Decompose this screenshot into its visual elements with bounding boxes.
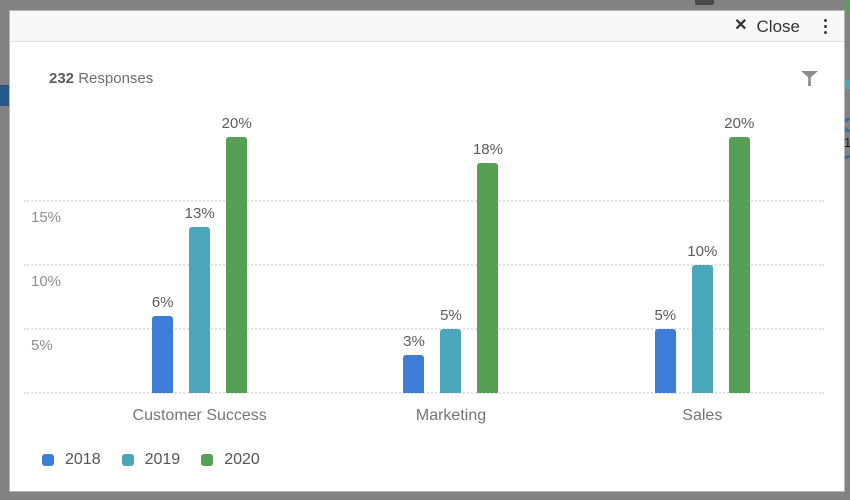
- close-icon: ✕: [734, 17, 748, 34]
- chart-legend: 2018 2019 2020: [42, 451, 260, 469]
- close-button[interactable]: ✕ Close: [734, 18, 800, 35]
- bar-value-label: 13%: [184, 205, 215, 222]
- responses-count: 232: [49, 70, 75, 87]
- responses-label: Responses: [78, 70, 154, 87]
- bar-value-label: 6%: [151, 294, 174, 311]
- bar-value-label: 5%: [654, 307, 677, 324]
- modal-header: ✕ Close: [10, 11, 844, 42]
- legend-swatch-2018: [42, 454, 54, 466]
- bar-value-label: 20%: [724, 115, 755, 132]
- y-axis-tick-label: 10%: [31, 273, 62, 290]
- bar-groups: 6% 13% 20% 3% 5% 18% 5% 10% 20%: [74, 11, 828, 393]
- bar-value-label: 18%: [472, 141, 503, 158]
- x-axis-label-customer-success: Customer Success: [132, 407, 267, 424]
- bar-2019-customer-success[interactable]: 13%: [185, 205, 215, 393]
- legend-swatch-2020: [201, 454, 214, 466]
- bar-2018-marketing[interactable]: 3%: [403, 333, 425, 393]
- background-artifact-digit: 1: [844, 135, 850, 150]
- gridline: [24, 392, 824, 394]
- bar-chart: 5% 10% 15% 6% 13% 20% 3% 5% 18% 5% 10% 20% Customer …: [10, 11, 844, 491]
- legend-label: 2019: [144, 451, 181, 468]
- gridline: [24, 264, 824, 266]
- close-button-label: Close: [756, 16, 800, 36]
- legend-swatch-2019: [121, 454, 134, 466]
- legend-label: 2018: [65, 451, 101, 468]
- bar-2020-sales[interactable]: 20%: [724, 115, 754, 393]
- x-axis-label-marketing: Marketing: [415, 407, 487, 424]
- kebab-menu-icon[interactable]: [822, 17, 829, 36]
- bar-2018-customer-success[interactable]: 6%: [152, 294, 174, 393]
- chart-modal: ✕ Close 232 Responses 5% 10% 15% 6% 13% 20% 3%…: [9, 10, 845, 492]
- legend-label: 2020: [224, 451, 260, 468]
- bar-group-sales: 5% 10% 20%: [577, 11, 828, 393]
- bar-2020-customer-success[interactable]: 20%: [222, 115, 252, 393]
- bar-group-customer-success: 6% 13% 20%: [74, 11, 325, 393]
- gridline: [24, 200, 824, 202]
- bar-value-label: 10%: [687, 243, 718, 260]
- bar-2019-marketing[interactable]: 5%: [440, 307, 462, 393]
- y-axis-tick-label: 5%: [31, 337, 53, 354]
- bar-value-label: 5%: [440, 307, 462, 324]
- x-axis-labels: Customer Success Marketing Sales: [74, 407, 828, 425]
- bar-value-label: 20%: [221, 115, 252, 132]
- legend-item-2020[interactable]: 2020: [201, 451, 260, 469]
- background-artifact: [845, 80, 850, 89]
- bar-group-marketing: 3% 5% 18%: [325, 11, 576, 393]
- bar-2019-sales[interactable]: 10%: [687, 243, 717, 393]
- y-axis-tick-label: 15%: [31, 209, 62, 226]
- background-artifact: [695, 0, 714, 5]
- legend-item-2018[interactable]: 2018: [42, 451, 101, 469]
- legend-item-2019[interactable]: 2019: [121, 451, 181, 469]
- bar-2018-sales[interactable]: 5%: [654, 307, 676, 393]
- bar-value-label: 3%: [403, 333, 425, 350]
- responses-summary: 232 Responses: [49, 70, 153, 87]
- bar-2020-marketing[interactable]: 18%: [473, 141, 503, 393]
- gridline: [24, 328, 824, 330]
- background-artifact: [0, 85, 9, 106]
- background-artifact: [845, 0, 850, 13]
- x-axis-label-sales: Sales: [682, 407, 723, 424]
